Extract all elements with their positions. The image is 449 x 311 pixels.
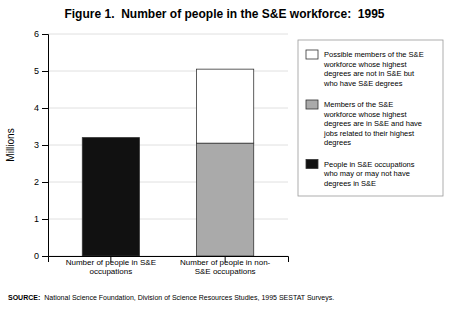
tick: 0 — [34, 251, 48, 261]
legend-swatch — [306, 160, 318, 169]
annotation: National Science Foundation, Division of… — [44, 294, 334, 302]
tick-mark — [42, 219, 48, 220]
y-axis: 0 1 2 3 4 5 6 — [34, 29, 49, 261]
annotation: SOURCE: — [8, 294, 40, 301]
tick-label: 1 — [34, 214, 39, 224]
tick-label: 0 — [34, 251, 39, 261]
tick: 1 — [34, 214, 48, 224]
legend: Possible members of the S&Eworkforce who… — [298, 40, 443, 196]
grid-line — [48, 34, 288, 35]
tick-label: 2 — [34, 177, 39, 187]
tick: 4 — [34, 103, 48, 113]
legend-swatch — [306, 100, 318, 109]
title: Figure 1. Number of people in the S&E wo… — [64, 7, 384, 21]
tick-label: 6 — [34, 29, 39, 39]
tick: 6 — [34, 29, 48, 39]
chart: Figure 1. Number of people in the S&E wo… — [0, 0, 449, 311]
tick-label: Number of people in non-S&E occupations — [180, 258, 271, 276]
y-label: Millions — [5, 128, 16, 161]
tick-mark — [42, 34, 48, 35]
tick-label: 5 — [34, 66, 39, 76]
bars — [82, 69, 253, 256]
tick: Number of people in non-S&E occupations — [180, 256, 271, 276]
tick-mark — [42, 145, 48, 146]
tick-mark — [42, 256, 48, 257]
tick-label: 3 — [34, 140, 39, 150]
legend-label: Members of the S&Eworkforce whose highes… — [323, 100, 422, 147]
tick-label: 4 — [34, 103, 39, 113]
x-axis: Number of people in S&Eoccupations Number… — [49, 256, 289, 276]
tick: 2 — [34, 177, 48, 187]
legend-label: Possible members of the S&Eworkforce who… — [323, 50, 424, 88]
legend-swatch — [306, 50, 318, 59]
tick: Number of people in S&Eoccupations — [66, 256, 156, 276]
tick: 3 — [34, 140, 48, 150]
tick-mark — [42, 71, 48, 72]
grid — [48, 34, 288, 256]
legend-label: People in S&E occupationswho may or may … — [323, 160, 415, 188]
bar — [82, 138, 139, 256]
bar — [197, 69, 254, 143]
bar — [197, 143, 254, 256]
tick-mark — [42, 108, 48, 109]
legend-frame — [298, 40, 443, 196]
tick-mark — [42, 182, 48, 183]
axis-line — [42, 35, 49, 257]
tick: 5 — [34, 66, 48, 76]
tick-label: Number of people in S&Eoccupations — [66, 258, 156, 276]
